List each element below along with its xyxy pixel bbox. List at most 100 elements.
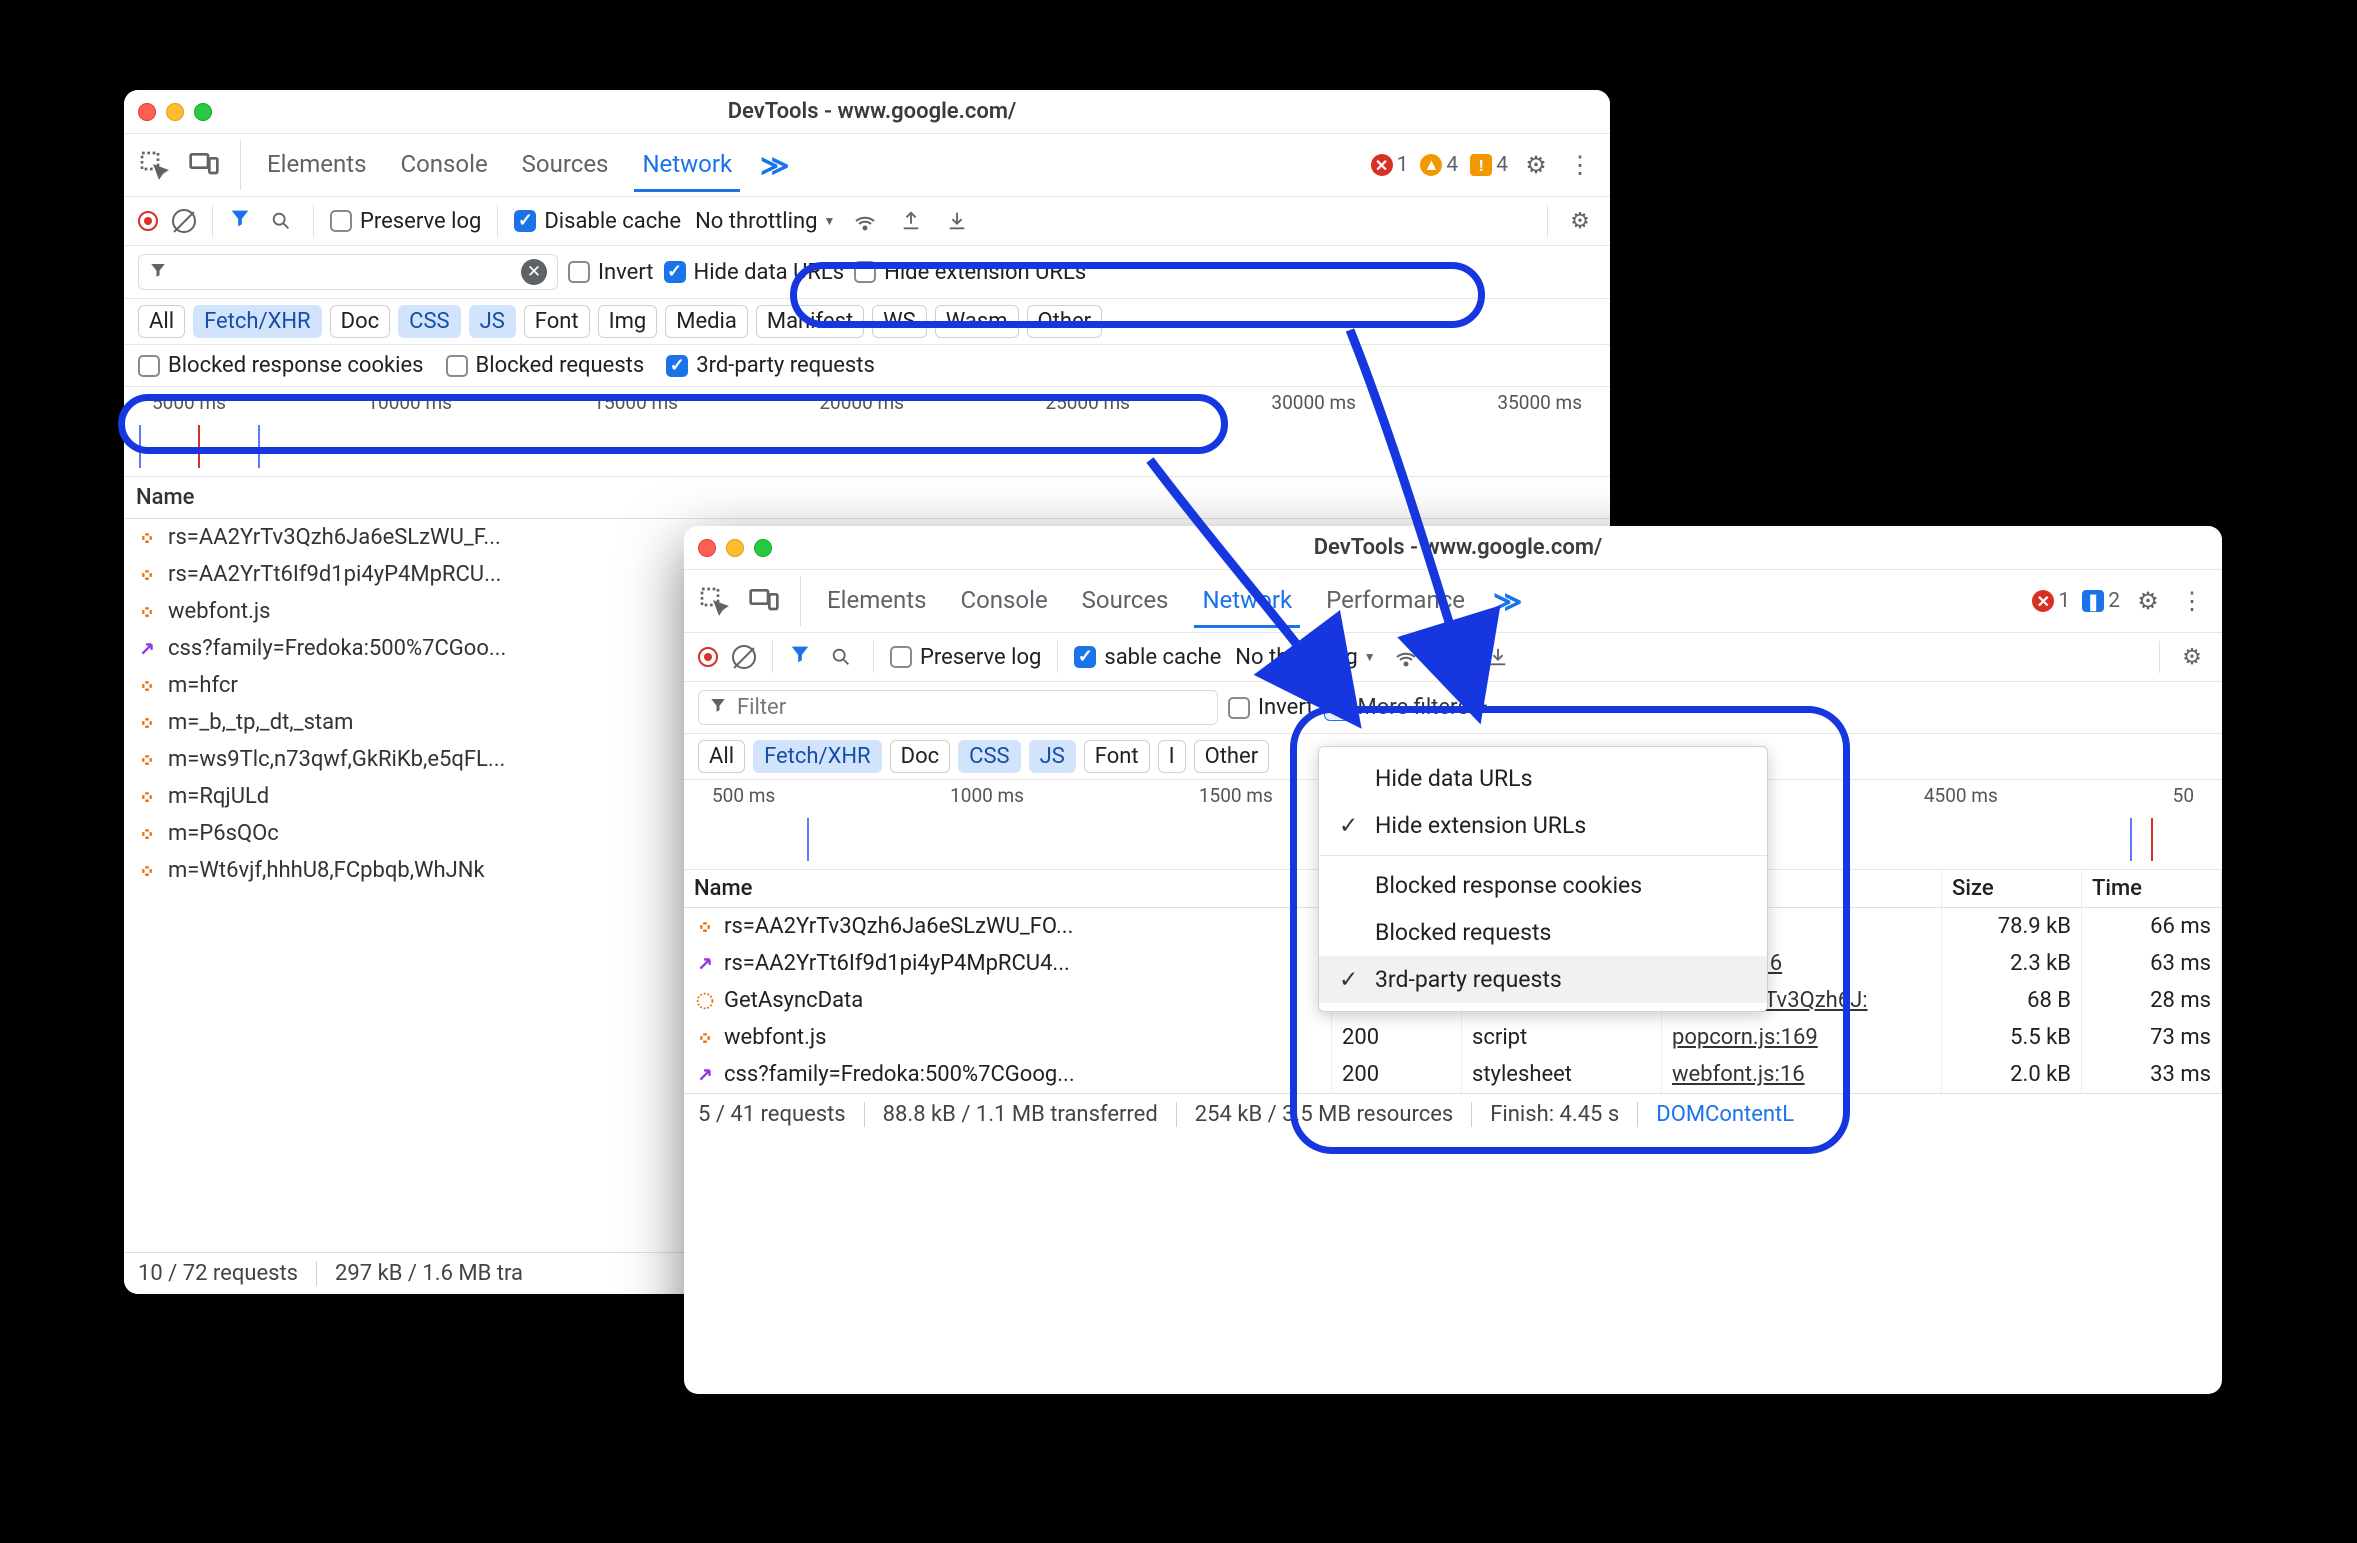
disable-cache-checkbox[interactable]: Disable cache [514,209,681,234]
column-header[interactable]: Time [2082,870,2222,908]
chip-media[interactable]: Media [665,305,748,338]
cell-name[interactable]: rs=AA2YrTt6If9d1pi4yP4MpRCU4... [684,945,1332,982]
preserve-log-checkbox[interactable]: Preserve log [890,645,1041,670]
network-conditions-icon[interactable] [1390,641,1422,673]
tab-performance[interactable]: Performance [1320,576,1471,626]
hide-extension-urls-checkbox[interactable]: Hide extension URLs [854,260,1086,285]
cell-name[interactable]: rs=AA2YrTv3Qzh6Ja6eSLzWU_FO... [684,908,1332,945]
issues-badge[interactable]: !4 [1470,153,1508,177]
tab-elements[interactable]: Elements [261,140,372,190]
column-header[interactable]: Name [684,870,1332,908]
more-icon[interactable]: ⋮ [2176,585,2208,617]
filter-toggle-icon[interactable] [789,643,811,671]
upload-har-icon[interactable] [1436,641,1468,673]
network-conditions-icon[interactable] [849,205,881,237]
menu-item-3rd-party-requests[interactable]: 3rd-party requests [1319,956,1767,1003]
chip-doc[interactable]: Doc [330,305,391,338]
chip-other[interactable]: Other [1027,305,1103,338]
record-button[interactable] [698,647,718,667]
chip-i[interactable]: I [1158,740,1186,773]
third-party-checkbox[interactable]: 3rd-party requests [666,353,875,378]
inspect-icon[interactable] [138,149,170,181]
network-settings-icon[interactable]: ⚙ [2176,641,2208,673]
menu-item-blocked-response-cookies[interactable]: Blocked response cookies [1319,862,1767,909]
disable-cache-checkbox[interactable]: sable cache [1074,645,1221,670]
tabs-overflow[interactable]: ≫ [760,149,789,182]
chip-other[interactable]: Other [1194,740,1270,773]
timeline-overview[interactable]: 5000 ms10000 ms15000 ms20000 ms25000 ms3… [124,387,1610,477]
window-minimize[interactable] [726,539,744,557]
filter-input[interactable]: ✕ [138,254,558,290]
gear-icon[interactable]: ⚙ [2132,585,2164,617]
device-icon[interactable] [748,585,780,617]
chip-img[interactable]: Img [598,305,658,338]
upload-har-icon[interactable] [895,205,927,237]
network-settings-icon[interactable]: ⚙ [1564,205,1596,237]
search-icon[interactable] [825,641,857,673]
tab-sources[interactable]: Sources [516,140,615,190]
blocked-cookies-checkbox[interactable]: Blocked response cookies [138,353,424,378]
gear-icon[interactable]: ⚙ [1520,149,1552,181]
chip-fetch-xhr[interactable]: Fetch/XHR [753,740,882,773]
preserve-log-checkbox[interactable]: Preserve log [330,209,481,234]
warnings-badge[interactable]: ▲4 [1420,153,1458,177]
cell-name[interactable]: GetAsyncData [684,982,1332,1019]
chip-js[interactable]: JS [469,305,516,338]
invert-checkbox[interactable]: Invert [1228,695,1314,720]
download-har-icon[interactable] [941,205,973,237]
throttling-select[interactable]: No throttling▼ [1235,645,1375,670]
chip-js[interactable]: JS [1029,740,1076,773]
tab-console[interactable]: Console [954,576,1053,626]
errors-badge[interactable]: ✕1 [2032,589,2070,613]
chip-fetch-xhr[interactable]: Fetch/XHR [193,305,322,338]
cell-name[interactable]: css?family=Fredoka:500%7CGoog... [684,1056,1332,1093]
menu-item-hide-data-urls[interactable]: Hide data URLs [1319,755,1767,802]
clear-button[interactable] [732,645,756,669]
chip-doc[interactable]: Doc [890,740,951,773]
record-button[interactable] [138,211,158,231]
hide-data-urls-checkbox[interactable]: Hide data URLs [664,260,845,285]
tab-elements[interactable]: Elements [821,576,932,626]
menu-item-hide-extension-urls[interactable]: Hide extension URLs [1319,802,1767,849]
chip-css[interactable]: CSS [398,305,460,338]
menu-item-blocked-requests[interactable]: Blocked requests [1319,909,1767,956]
chip-font[interactable]: Font [524,305,590,338]
cell-initiator[interactable]: webfont.js:16 [1662,1056,1942,1093]
chip-css[interactable]: CSS [958,740,1020,773]
filter-input[interactable]: Filter [698,690,1218,725]
throttling-select[interactable]: No throttling▼ [695,209,835,234]
chip-all[interactable]: All [138,305,185,338]
tab-sources[interactable]: Sources [1076,576,1175,626]
tab-console[interactable]: Console [394,140,493,190]
download-har-icon[interactable] [1482,641,1514,673]
window-zoom[interactable] [754,539,772,557]
chip-manifest[interactable]: Manifest [756,305,864,338]
clear-button[interactable] [172,209,196,233]
chip-font[interactable]: Font [1084,740,1150,773]
chip-ws[interactable]: WS [872,305,927,338]
column-header[interactable]: Size [1942,870,2082,908]
blocked-requests-checkbox[interactable]: Blocked requests [446,353,645,378]
invert-checkbox[interactable]: Invert [568,260,654,285]
errors-badge[interactable]: ✕1 [1371,153,1409,177]
info-badge[interactable]: ❚2 [2082,589,2120,613]
inspect-icon[interactable] [698,585,730,617]
tabs-overflow[interactable]: ≫ [1493,585,1522,618]
window-close[interactable] [138,103,156,121]
window-close[interactable] [698,539,716,557]
cell-name[interactable]: webfont.js [684,1019,1332,1056]
cell-initiator[interactable]: popcorn.js:169 [1662,1019,1942,1056]
device-icon[interactable] [188,149,220,181]
window-minimize[interactable] [166,103,184,121]
more-filters-dropdown[interactable]: 2 More filters ▼ [1324,695,1490,721]
chip-all[interactable]: All [698,740,745,773]
column-header-name[interactable]: Name [124,477,1610,519]
search-icon[interactable] [265,205,297,237]
clear-filter-icon[interactable]: ✕ [521,259,547,285]
filter-toggle-icon[interactable] [229,207,251,235]
window-zoom[interactable] [194,103,212,121]
tab-network[interactable]: Network [636,140,738,190]
tab-network[interactable]: Network [1196,576,1298,626]
chip-wasm[interactable]: Wasm [935,305,1019,338]
more-icon[interactable]: ⋮ [1564,149,1596,181]
